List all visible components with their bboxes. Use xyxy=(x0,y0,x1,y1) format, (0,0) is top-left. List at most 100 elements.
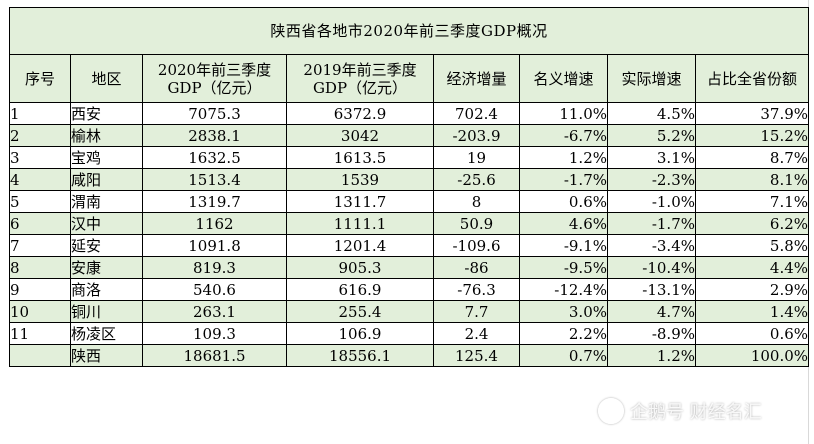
cell-gdp-2019[interactable]: 1201.4 xyxy=(286,234,434,257)
table-row: 11 杨凌区 109.3 106.9 2.4 2.2% -8.9% 0.6% xyxy=(9,322,810,345)
cell-region[interactable]: 汉中 xyxy=(70,212,143,235)
cell-real-growth[interactable]: 3.1% xyxy=(607,146,696,169)
cell-increase[interactable]: 7.7 xyxy=(433,300,520,323)
cell-real-growth[interactable]: -10.4% xyxy=(607,256,696,279)
cell-idx[interactable]: 5 xyxy=(9,190,71,213)
cell-share[interactable]: 0.6% xyxy=(694,322,810,345)
cell-gdp-2020[interactable]: 1091.8 xyxy=(142,234,287,257)
cell-region[interactable]: 渭南 xyxy=(70,190,143,213)
cell-region[interactable]: 陕西 xyxy=(70,344,143,367)
cell-idx[interactable]: 11 xyxy=(9,322,71,345)
cell-real-growth[interactable]: -2.3% xyxy=(607,168,696,191)
cell-increase[interactable]: -86 xyxy=(433,256,520,279)
cell-gdp-2020[interactable]: 1319.7 xyxy=(142,190,287,213)
cell-region[interactable]: 杨凌区 xyxy=(70,322,143,345)
cell-nominal-growth[interactable]: 0.6% xyxy=(519,190,608,213)
cell-gdp-2019[interactable]: 1539 xyxy=(286,168,434,191)
cell-real-growth[interactable]: 1.2% xyxy=(607,344,696,367)
title-row: 陕西省各地市2020年前三季度GDP概况 xyxy=(8,7,810,55)
cell-increase[interactable]: -109.6 xyxy=(433,234,520,257)
cell-nominal-growth[interactable]: -9.1% xyxy=(519,234,608,257)
cell-real-growth[interactable]: 5.2% xyxy=(607,124,696,147)
cell-idx[interactable]: 7 xyxy=(9,234,71,257)
cell-share[interactable]: 7.1% xyxy=(694,190,810,213)
cell-gdp-2019[interactable]: 106.9 xyxy=(286,322,434,345)
cell-real-growth[interactable]: -13.1% xyxy=(607,278,696,301)
cell-increase[interactable]: -203.9 xyxy=(433,124,520,147)
cell-idx[interactable]: 4 xyxy=(9,168,71,191)
cell-gdp-2019[interactable]: 616.9 xyxy=(286,278,434,301)
cell-real-growth[interactable]: -3.4% xyxy=(607,234,696,257)
cell-nominal-growth[interactable]: 11.0% xyxy=(519,102,608,125)
cell-region[interactable]: 延安 xyxy=(70,234,143,257)
cell-idx[interactable]: 3 xyxy=(9,146,71,169)
cell-increase[interactable]: 125.4 xyxy=(433,344,520,367)
cell-real-growth[interactable]: -1.0% xyxy=(607,190,696,213)
cell-gdp-2020[interactable]: 7075.3 xyxy=(142,102,287,125)
cell-gdp-2019[interactable]: 3042 xyxy=(286,124,434,147)
cell-idx[interactable]: 1 xyxy=(9,102,71,125)
cell-idx[interactable]: 8 xyxy=(9,256,71,279)
cell-gdp-2019[interactable]: 1111.1 xyxy=(286,212,434,235)
cell-gdp-2020[interactable]: 263.1 xyxy=(142,300,287,323)
cell-increase[interactable]: 702.4 xyxy=(433,102,520,125)
cell-nominal-growth[interactable]: 3.0% xyxy=(519,300,608,323)
cell-region[interactable]: 西安 xyxy=(70,102,143,125)
cell-real-growth[interactable]: -1.7% xyxy=(607,212,696,235)
cell-real-growth[interactable]: 4.7% xyxy=(607,300,696,323)
cell-region[interactable]: 商洛 xyxy=(70,278,143,301)
cell-gdp-2019[interactable]: 905.3 xyxy=(286,256,434,279)
cell-increase[interactable]: -25.6 xyxy=(433,168,520,191)
cell-region[interactable]: 榆林 xyxy=(70,124,143,147)
cell-gdp-2020[interactable]: 1162 xyxy=(142,212,287,235)
cell-gdp-2020[interactable]: 1632.5 xyxy=(142,146,287,169)
cell-idx[interactable]: 2 xyxy=(9,124,71,147)
header-increase: 经济增量 xyxy=(433,54,520,103)
cell-gdp-2020[interactable]: 1513.4 xyxy=(142,168,287,191)
cell-region[interactable]: 宝鸡 xyxy=(70,146,143,169)
cell-share[interactable]: 100.0% xyxy=(694,344,810,367)
cell-nominal-growth[interactable]: -1.7% xyxy=(519,168,608,191)
cell-share[interactable]: 6.2% xyxy=(694,212,810,235)
cell-gdp-2019[interactable]: 255.4 xyxy=(286,300,434,323)
cell-region[interactable]: 安康 xyxy=(70,256,143,279)
cell-gdp-2019[interactable]: 18556.1 xyxy=(286,344,434,367)
cell-gdp-2020[interactable]: 540.6 xyxy=(142,278,287,301)
cell-increase[interactable]: 2.4 xyxy=(433,322,520,345)
cell-gdp-2020[interactable]: 819.3 xyxy=(142,256,287,279)
cell-increase[interactable]: 50.9 xyxy=(433,212,520,235)
cell-share[interactable]: 1.4% xyxy=(694,300,810,323)
cell-gdp-2020[interactable]: 18681.5 xyxy=(142,344,287,367)
header-share: 占比全省份额 xyxy=(694,54,810,103)
cell-increase[interactable]: 8 xyxy=(433,190,520,213)
cell-gdp-2019[interactable]: 1311.7 xyxy=(286,190,434,213)
cell-nominal-growth[interactable]: 1.2% xyxy=(519,146,608,169)
cell-idx[interactable]: 9 xyxy=(9,278,71,301)
cell-gdp-2019[interactable]: 1613.5 xyxy=(286,146,434,169)
cell-share[interactable]: 15.2% xyxy=(694,124,810,147)
cell-share[interactable]: 8.7% xyxy=(694,146,810,169)
cell-idx[interactable] xyxy=(9,344,71,367)
cell-share[interactable]: 4.4% xyxy=(694,256,810,279)
cell-region[interactable]: 咸阳 xyxy=(70,168,143,191)
cell-share[interactable]: 37.9% xyxy=(694,102,810,125)
cell-share[interactable]: 8.1% xyxy=(694,168,810,191)
cell-increase[interactable]: 19 xyxy=(433,146,520,169)
cell-nominal-growth[interactable]: -12.4% xyxy=(519,278,608,301)
cell-idx[interactable]: 6 xyxy=(9,212,71,235)
cell-nominal-growth[interactable]: -6.7% xyxy=(519,124,608,147)
cell-gdp-2020[interactable]: 2838.1 xyxy=(142,124,287,147)
cell-real-growth[interactable]: -8.9% xyxy=(607,322,696,345)
cell-share[interactable]: 2.9% xyxy=(694,278,810,301)
cell-increase[interactable]: -76.3 xyxy=(433,278,520,301)
cell-nominal-growth[interactable]: 4.6% xyxy=(519,212,608,235)
cell-gdp-2019[interactable]: 6372.9 xyxy=(286,102,434,125)
cell-share[interactable]: 5.8% xyxy=(694,234,810,257)
cell-region[interactable]: 铜川 xyxy=(70,300,143,323)
cell-idx[interactable]: 10 xyxy=(9,300,71,323)
cell-nominal-growth[interactable]: 0.7% xyxy=(519,344,608,367)
cell-real-growth[interactable]: 4.5% xyxy=(607,102,696,125)
cell-gdp-2020[interactable]: 109.3 xyxy=(142,322,287,345)
cell-nominal-growth[interactable]: 2.2% xyxy=(519,322,608,345)
cell-nominal-growth[interactable]: -9.5% xyxy=(519,256,608,279)
